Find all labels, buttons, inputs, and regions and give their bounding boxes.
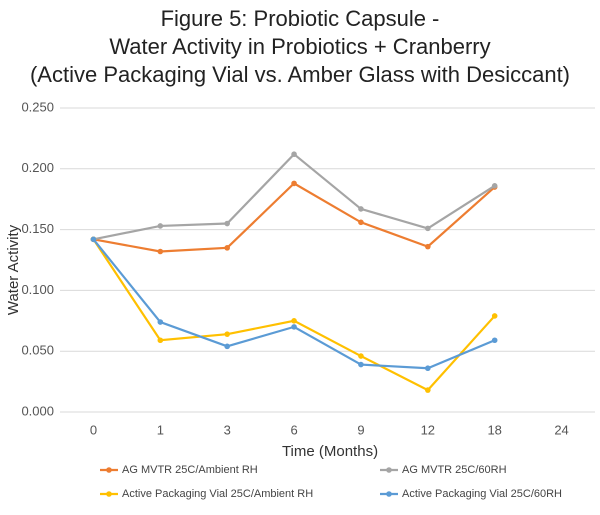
data-point [358,206,364,212]
legend-label: AG MVTR 25C/Ambient RH [122,464,258,476]
data-point [224,343,230,350]
series-line [93,182,496,253]
legend-label: AG MVTR 25C/60RH [402,464,507,476]
x-tick-label: 3 [224,422,231,437]
x-tick-label: 12 [421,422,435,437]
x-tick-label: 6 [290,422,297,437]
y-tick-label: 0.000 [21,403,54,418]
data-point [224,245,230,251]
data-point [157,223,164,229]
data-point [291,324,297,330]
data-point [491,337,498,344]
x-tick-label: 24 [554,422,568,437]
legend-marker [106,491,112,497]
x-tick-label: 9 [357,422,364,437]
series-line [92,238,496,370]
data-point [157,248,164,255]
legend-marker [106,467,112,473]
x-axis-label: Time (Months) [282,443,378,460]
data-point [291,318,297,324]
data-point [157,319,164,325]
legend-marker [386,491,392,497]
data-point [425,243,431,250]
data-point [491,183,498,189]
series-line [93,152,496,241]
x-tick-label: 18 [487,422,501,437]
data-point [491,313,498,319]
y-tick-label: 0.250 [21,99,54,114]
data-point [358,361,364,368]
chart-title: Figure 5: Probiotic Capsule - [161,6,440,31]
x-tick-label: 0 [90,422,97,437]
data-point [90,236,97,243]
y-tick-label: 0.100 [21,282,54,297]
data-point [358,219,364,226]
y-tick-label: 0.200 [21,160,54,175]
chart-title: (Active Packaging Vial vs. Amber Glass w… [30,62,570,87]
data-point [157,337,164,344]
y-axis-label: Water Activity [5,224,22,315]
legend-marker [386,467,392,473]
chart-title: Water Activity in Probiotics + Cranberry [109,34,490,59]
y-tick-label: 0.050 [21,343,54,358]
data-point [291,151,297,158]
legend-label: Active Packaging Vial 25C/60RH [402,488,562,500]
data-point [224,220,230,227]
data-point [425,365,431,372]
data-point [291,180,297,187]
data-point [425,225,431,232]
data-point [425,387,431,393]
data-point [224,331,230,337]
y-tick-label: 0.150 [21,221,54,236]
legend-label: Active Packaging Vial 25C/Ambient RH [122,488,313,500]
data-point [358,353,364,359]
x-tick-label: 1 [157,422,164,437]
